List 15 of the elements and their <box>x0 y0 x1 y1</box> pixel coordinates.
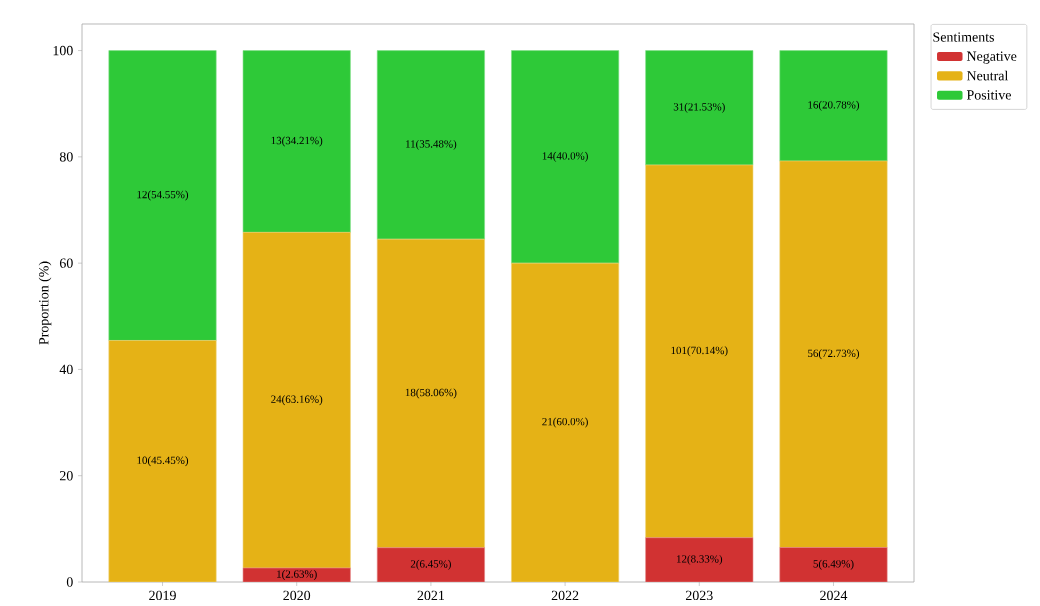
bar <box>242 232 351 569</box>
bar <box>645 164 754 539</box>
bar <box>645 537 754 582</box>
bar <box>242 50 351 233</box>
bar <box>108 50 217 341</box>
bar <box>376 547 485 582</box>
bar <box>376 238 485 549</box>
bar <box>511 50 620 264</box>
bar <box>511 262 620 582</box>
bar <box>779 547 888 582</box>
bar <box>779 160 888 548</box>
bar <box>376 50 485 240</box>
bar <box>645 50 754 166</box>
bar <box>779 50 888 162</box>
bar <box>108 340 217 582</box>
